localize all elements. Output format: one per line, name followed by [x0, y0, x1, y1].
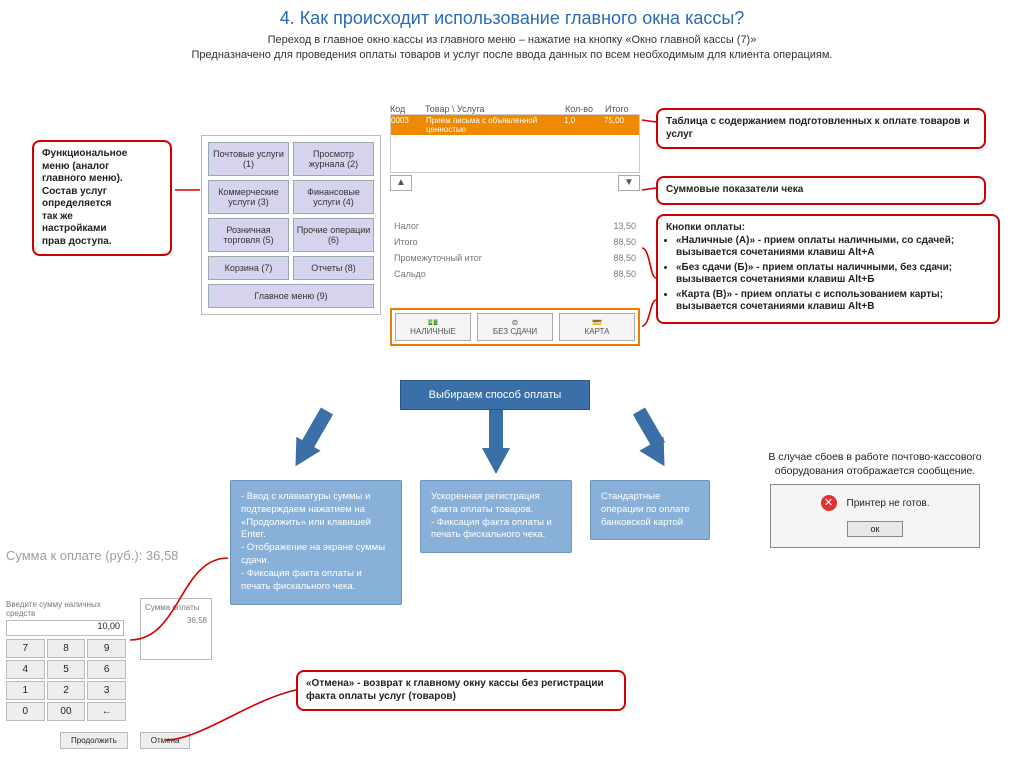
- menu-btn-4[interactable]: Финансовые услуги (4): [293, 180, 374, 214]
- menu-btn-1[interactable]: Почтовые услуги (1): [208, 142, 289, 176]
- key-4[interactable]: 4: [6, 660, 45, 679]
- pay-nochange-button[interactable]: ⊜БЕЗ СДАЧИ: [477, 313, 553, 341]
- key-8[interactable]: 8: [47, 639, 86, 658]
- callout-functional-menu: Функциональноеменю (аналогглавного меню)…: [32, 140, 172, 256]
- th-code: Код: [390, 104, 425, 114]
- key-9[interactable]: 9: [87, 639, 126, 658]
- choose-payment-box: Выбираем способ оплаты: [400, 380, 590, 410]
- key-0[interactable]: 0: [6, 702, 45, 721]
- error-ok-button[interactable]: ок: [847, 521, 903, 537]
- intro-text: Переход в главное окно кассы из главного…: [40, 33, 984, 63]
- keypad-label: Введите сумму наличных средств: [6, 600, 126, 618]
- menu-btn-5[interactable]: Розничная торговля (5): [208, 218, 289, 252]
- info-keyboard-entry: - Ввод с клавиатуры суммы и подтверждаем…: [230, 480, 402, 605]
- info-card-ops: Стандартные операции по оплате банковско…: [590, 480, 710, 540]
- key-3[interactable]: 3: [87, 681, 126, 700]
- scroll-down-button[interactable]: ▼: [618, 175, 640, 191]
- menu-btn-6[interactable]: Прочие операции (6): [293, 218, 374, 252]
- error-caption: В случае сбоев в работе почтово-кассовог…: [746, 450, 1004, 478]
- th-total: Итого: [605, 104, 640, 114]
- cash-keypad: Введите сумму наличных средств 10,00 7 8…: [6, 600, 126, 721]
- th-qty: Кол-во: [565, 104, 605, 114]
- amount-label: Сумма к оплате (руб.): 36,58: [6, 548, 178, 563]
- key-6[interactable]: 6: [87, 660, 126, 679]
- menu-btn-8[interactable]: Отчеты (8): [293, 256, 374, 280]
- continue-button[interactable]: Продолжить: [60, 732, 128, 749]
- functional-menu: Почтовые услуги (1) Просмотр журнала (2)…: [201, 135, 381, 315]
- menu-btn-3[interactable]: Коммерческие услуги (3): [208, 180, 289, 214]
- pay-cash-button[interactable]: 💵НАЛИЧНЫЕ: [395, 313, 471, 341]
- error-message: Принтер не готов.: [847, 498, 930, 509]
- sum-paid-box: Сумма оплаты 36,58: [140, 598, 212, 660]
- key-00[interactable]: 00: [47, 702, 86, 721]
- cancel-button[interactable]: Отмена: [140, 732, 191, 749]
- callout-items-table: Таблица с содержанием подготовленных к о…: [656, 108, 986, 149]
- page-title: 4. Как происходит использование главного…: [0, 0, 1024, 29]
- keypad-input[interactable]: 10,00: [6, 620, 124, 636]
- key-2[interactable]: 2: [47, 681, 86, 700]
- key-7[interactable]: 7: [6, 639, 45, 658]
- bottom-buttons: Продолжить Отмена: [60, 732, 190, 749]
- callout-summary: Суммовые показатели чека: [656, 176, 986, 205]
- items-table: Код Товар \ Услуга Кол-во Итого 0003Прие…: [390, 104, 640, 191]
- menu-btn-9[interactable]: Главное меню (9): [208, 284, 374, 308]
- menu-btn-2[interactable]: Просмотр журнала (2): [293, 142, 374, 176]
- callout-payment-buttons: Кнопки оплаты: «Наличные (А)» - прием оп…: [656, 214, 1000, 324]
- error-icon: ✕: [821, 495, 837, 511]
- arrow-stem-2: [489, 410, 503, 450]
- callout-cancel: «Отмена» - возврат к главному окну кассы…: [296, 670, 626, 711]
- error-info: В случае сбоев в работе почтово-кассовог…: [746, 450, 1004, 548]
- error-dialog: ✕ Принтер не готов. ок: [770, 484, 980, 548]
- pay-card-button[interactable]: 💳КАРТА: [559, 313, 635, 341]
- menu-btn-7[interactable]: Корзина (7): [208, 256, 289, 280]
- payment-buttons: 💵НАЛИЧНЫЕ ⊜БЕЗ СДАЧИ 💳КАРТА: [390, 308, 640, 346]
- table-row[interactable]: 0003Прием письма с объявленной ценностью…: [391, 115, 639, 135]
- th-item: Товар \ Услуга: [425, 104, 565, 114]
- scroll-up-button[interactable]: ▲: [390, 175, 412, 191]
- key-5[interactable]: 5: [47, 660, 86, 679]
- key-back[interactable]: ←: [87, 702, 126, 721]
- key-1[interactable]: 1: [6, 681, 45, 700]
- arrow-3-icon: [639, 437, 676, 474]
- info-fast-reg: Ускоренная регистрация факта оплаты това…: [420, 480, 572, 553]
- arrow-2-icon: [482, 448, 510, 474]
- totals-area: Налог13,50 Итого88,50 Промежуточный итог…: [390, 218, 640, 282]
